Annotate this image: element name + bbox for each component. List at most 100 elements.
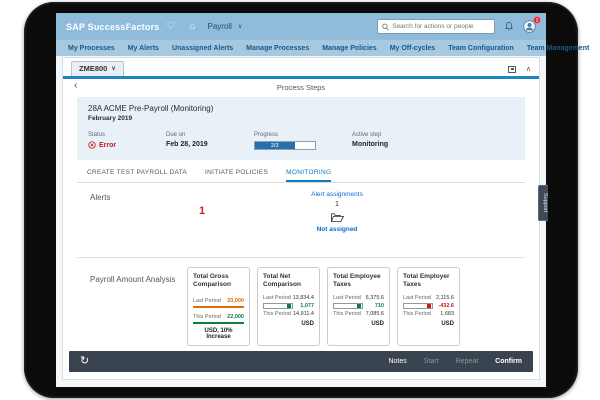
nav-item-manage-policies[interactable]: Manage Policies <box>322 44 377 52</box>
process-tab-zme800[interactable]: ZME800 ∨ <box>71 61 124 76</box>
card-delta-row: 710 <box>333 303 384 309</box>
card-comparison-row: This Period 22,000 <box>193 311 244 324</box>
nav-item-my-off-cycles[interactable]: My Off-cycles <box>389 44 436 52</box>
card-row-label: Last Period <box>333 295 361 301</box>
analysis-card-1[interactable]: Total Gross Comparison Last Period 20,000 T… <box>187 267 250 346</box>
top-bar: SAP SuccessFactors ♡ ⌂ Payroll ∨ <box>56 13 546 40</box>
due-value: Feb 28, 2019 <box>166 141 208 148</box>
support-tab[interactable]: Support <box>538 185 548 221</box>
avatar[interactable]: 9 <box>523 16 541 33</box>
status-row: Status Error Due on <box>88 132 514 150</box>
card-footer: USD, 10% Increase <box>204 328 233 340</box>
search-input[interactable] <box>392 23 490 30</box>
card-this-period-row: This Period 14,911.4 <box>263 311 314 317</box>
nav-item-unassigned-alerts[interactable]: Unassigned Alerts <box>171 44 234 52</box>
footer-buttons: Notes Start Repeat Confirm <box>388 358 522 365</box>
progress-label: Progress <box>254 132 279 138</box>
status-value: Error <box>88 141 166 149</box>
card-row-label: This Period <box>333 311 361 317</box>
card-last-period-row: Last Period 6,375.6 <box>333 295 384 301</box>
search-box[interactable] <box>377 19 495 34</box>
analysis-card-3[interactable]: Total Employee Taxes Last Period 6,375.6 71… <box>327 267 390 346</box>
notification-badge: 9 <box>533 16 541 24</box>
card-last-period-row: Last Period 13,834.4 <box>263 295 314 301</box>
section-divider <box>77 257 525 258</box>
panel-top-icons: ∧ <box>507 66 531 76</box>
process-panel: ZME800 ∨ ∧ ‹ Process Steps 28A ACME Pre-… <box>62 57 540 380</box>
assignments-count: 1 <box>335 201 339 208</box>
collapse-icon[interactable]: ∧ <box>525 66 531 73</box>
home-icon[interactable]: ⌂ <box>189 21 196 32</box>
alert-assignments-link[interactable]: Alert assignments <box>311 191 363 198</box>
due-label: Due on <box>166 132 186 138</box>
topbar-actions: 9 <box>377 16 541 34</box>
card-row-value: 1,683 <box>440 311 454 317</box>
process-period: February 2019 <box>88 115 133 122</box>
card-row-value: 20,000 <box>227 298 244 304</box>
panel-top-row: ZME800 ∨ ∧ <box>63 58 539 79</box>
alerts-label: Alerts <box>90 193 111 202</box>
payroll-analysis-section: Payroll Amount Analysis Total Gross Comp… <box>77 258 525 346</box>
card-row-label: Last Period <box>403 295 431 301</box>
notes-button[interactable]: Notes <box>388 358 407 365</box>
card-this-period-row: This Period 1,683 <box>403 311 454 317</box>
nav-item-team-management[interactable]: Team Management <box>526 44 590 52</box>
card-row-value: 6,375.6 <box>365 295 384 301</box>
nav-item-team-configuration[interactable]: Team Configuration <box>448 44 514 52</box>
nav-item-my-processes[interactable]: My Processes <box>68 44 115 52</box>
status-label: Status <box>88 132 106 138</box>
card-footer: USD <box>301 321 314 327</box>
card-row-value: 14,911.4 <box>292 311 314 317</box>
search-icon <box>382 23 389 30</box>
card-row-label: Last Period <box>193 298 221 304</box>
card-this-period-row: This Period 7,085.6 <box>333 311 384 317</box>
start-button[interactable]: Start <box>423 358 439 365</box>
tab-chevron-icon: ∨ <box>111 66 116 72</box>
step-tab-initiate-policies[interactable]: INITIATE POLICIES <box>205 169 269 176</box>
step-tab-create-test-payroll-data[interactable]: CREATE TEST PAYROLL DATA <box>87 169 188 176</box>
module-chevron-icon[interactable]: ∨ <box>237 24 243 30</box>
nav-item-manage-processes[interactable]: Manage Processes <box>246 44 310 52</box>
refresh-icon[interactable]: ↻ <box>80 355 90 367</box>
panel-header: ‹ Process Steps <box>63 79 539 96</box>
card-row-label: This Period <box>403 311 431 317</box>
brand-logo: SAP SuccessFactors <box>66 21 160 32</box>
page-title: Process Steps <box>276 83 326 92</box>
card-row-value: 7,085.6 <box>365 311 384 317</box>
card-row-value: 2,115.6 <box>436 295 454 301</box>
alerts-section: Alerts 1 Alert assignments 1 Not assigne… <box>77 183 525 257</box>
open-folder-icon <box>330 213 344 223</box>
bell-icon[interactable] <box>504 21 514 32</box>
progress-bar: 2/3 <box>254 141 316 150</box>
analysis-card-4[interactable]: Total Employer Taxes Last Period 2,115.6 -4… <box>397 267 460 346</box>
tablet-frame: SAP SuccessFactors ♡ ⌂ Payroll ∨ <box>24 2 589 398</box>
card-row-value: 22,000 <box>227 314 244 320</box>
step-tab-monitoring[interactable]: MONITORING <box>286 169 332 182</box>
nav-item-my-alerts[interactable]: My Alerts <box>127 44 159 52</box>
active-step-value: Monitoring <box>352 141 389 148</box>
footer-action-bar: ↻ Notes Start Repeat Confirm <box>69 351 533 372</box>
heart-icon: ♡ <box>166 21 176 32</box>
module-selector-label[interactable]: Payroll <box>207 22 232 31</box>
alert-count: 1 <box>199 205 206 217</box>
analysis-card-2[interactable]: Total Net Comparison Last Period 13,834.4 1… <box>257 267 320 346</box>
step-tabs: CREATE TEST PAYROLL DATA INITIATE POLICIE… <box>77 165 525 183</box>
popout-icon[interactable] <box>507 66 516 73</box>
comparison-bar <box>333 303 363 309</box>
card-delta-value: 710 <box>374 303 384 309</box>
confirm-button[interactable]: Confirm <box>495 358 522 365</box>
comparison-bar <box>403 303 433 309</box>
card-row-label: This Period <box>263 311 291 317</box>
card-title: Total Employer Taxes <box>403 273 450 289</box>
card-title: Total Employee Taxes <box>333 273 381 289</box>
card-row-value: 13,834.4 <box>292 295 314 301</box>
card-row-label: Last Period <box>263 295 291 301</box>
alert-assignments: Alert assignments 1 Not assigned <box>273 191 401 233</box>
repeat-button[interactable]: Repeat <box>455 358 479 365</box>
back-icon[interactable]: ‹ <box>74 80 78 91</box>
not-assigned-link[interactable]: Not assigned <box>316 226 358 233</box>
active-step-label: Active step <box>352 132 382 138</box>
card-title: Total Net Comparison <box>263 273 301 289</box>
card-delta-row: -432.6 <box>403 303 454 309</box>
